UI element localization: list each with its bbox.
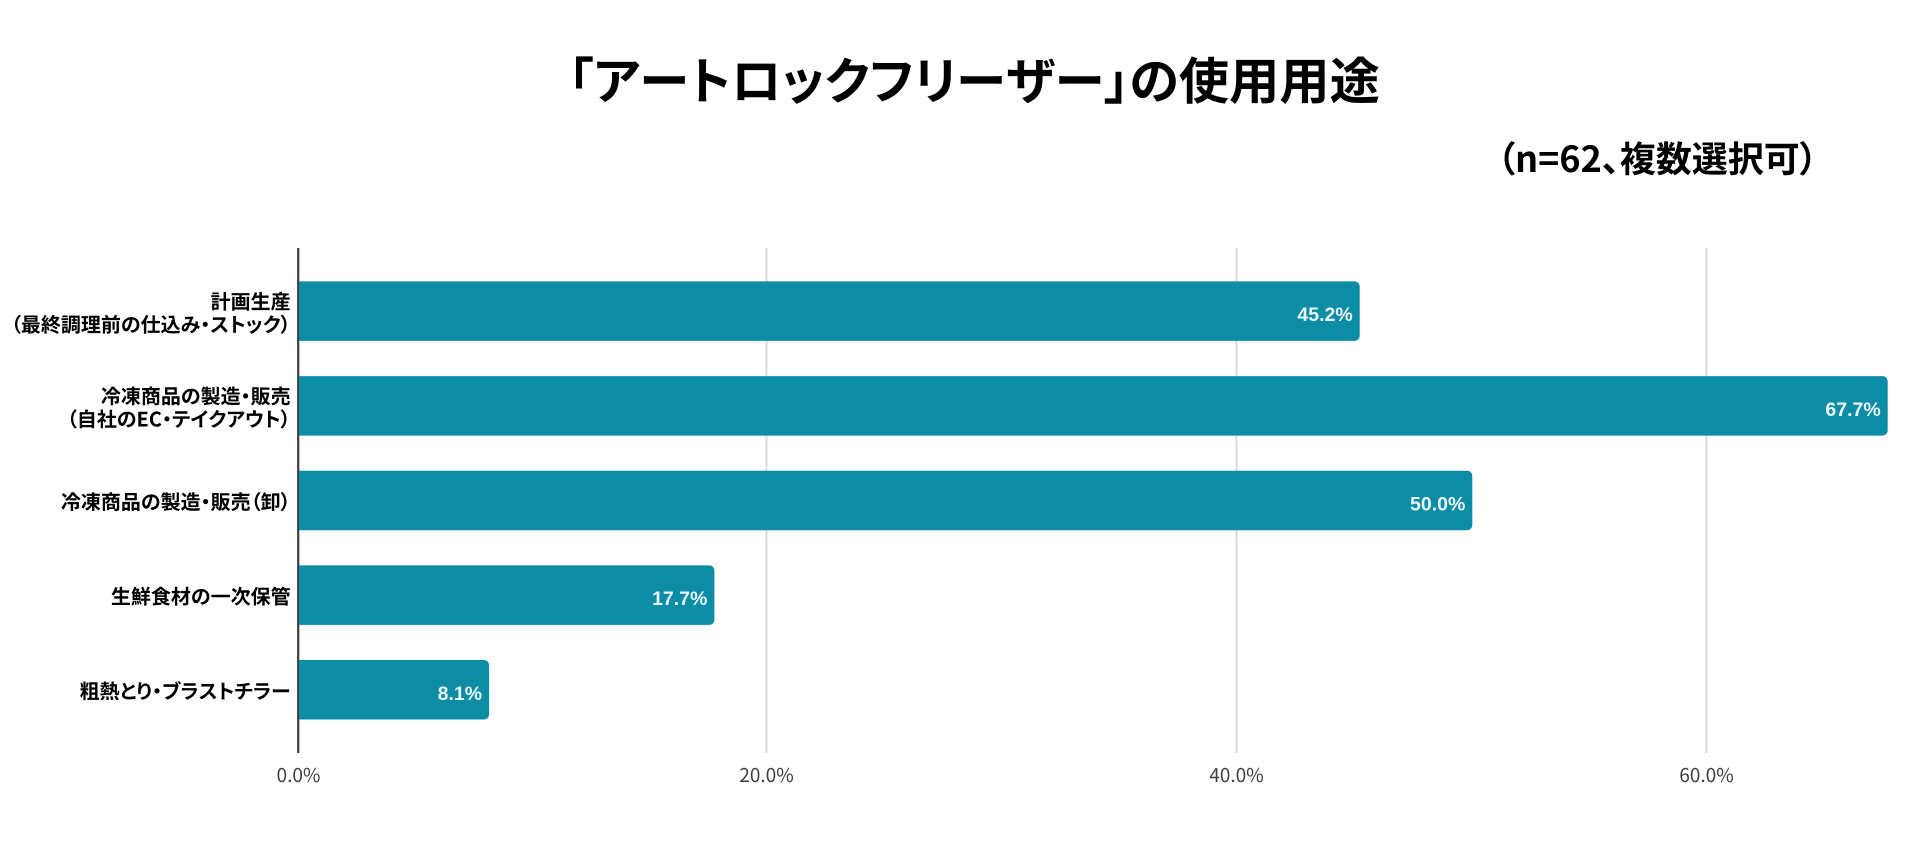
svg-text:8.1%: 8.1% bbox=[438, 683, 482, 705]
svg-text:45.2%: 45.2% bbox=[1297, 304, 1352, 326]
svg-text:17.7%: 17.7% bbox=[652, 588, 707, 610]
svg-text:67.7%: 67.7% bbox=[1825, 399, 1880, 421]
svg-text:50.0%: 50.0% bbox=[1410, 494, 1465, 516]
